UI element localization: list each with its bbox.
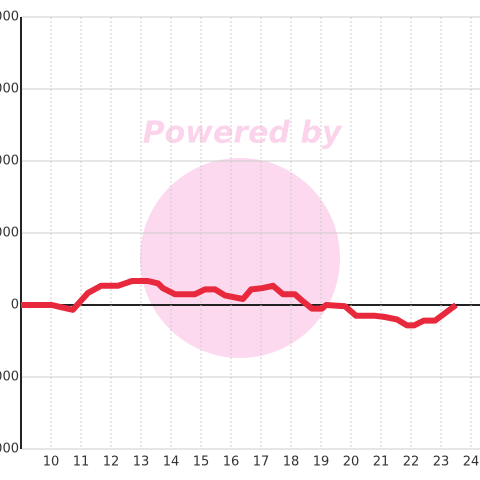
x-tick-label: 10 [43,455,60,470]
x-tick-label: 24 [463,455,480,470]
watermark-logo [140,158,340,358]
x-tick-label: 13 [133,455,150,470]
x-tick-label: 18 [283,455,300,470]
watermark: Powered by [143,116,343,151]
y-tick-label: -6,000 [0,442,19,457]
x-tick-label: 20 [343,455,360,470]
y-tick-label: 0 [11,298,19,313]
y-tick-label: 6,000 [0,154,19,169]
x-tick-label: 22 [403,455,420,470]
x-tick-label: 16 [223,455,240,470]
x-tick-label: 19 [313,455,330,470]
x-tick-label: 21 [373,455,390,470]
x-tick-label: 23 [433,455,450,470]
x-tick-label: 14 [163,455,180,470]
x-tick-label: 15 [193,455,210,470]
line [21,278,458,329]
y-tick-label: 12,000 [0,10,19,25]
y-tick-label: 9,000 [0,82,19,97]
x-tick-label: 17 [253,455,270,470]
y-tick-label: -3,000 [0,370,19,385]
x-tick-label: 12 [103,455,120,470]
y-tick-label: 3,000 [0,226,19,241]
x-tick-label: 11 [73,455,90,470]
